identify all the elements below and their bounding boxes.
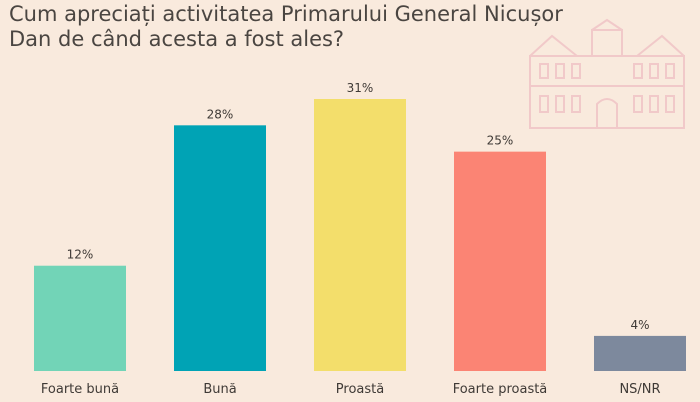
bar-1 xyxy=(174,125,266,372)
bar-4 xyxy=(594,335,686,371)
value-label-3: 25% xyxy=(487,134,514,148)
value-label-2: 31% xyxy=(347,81,374,95)
category-label-4: NS/NR xyxy=(619,382,660,397)
city-hall-watermark-icon xyxy=(529,18,685,129)
value-label-1: 28% xyxy=(207,107,234,121)
bar-3 xyxy=(454,151,546,371)
category-label-2: Proastă xyxy=(336,382,384,397)
category-label-3: Foarte proastă xyxy=(453,382,548,397)
chart-title: Cum apreciați activitatea Primarului Gen… xyxy=(9,2,563,51)
value-label-0: 12% xyxy=(67,248,94,262)
bar-0 xyxy=(34,265,126,371)
category-label-0: Foarte bună xyxy=(41,382,119,397)
bar-2 xyxy=(314,99,406,371)
category-label-1: Bună xyxy=(203,382,236,397)
value-label-4: 4% xyxy=(630,318,649,332)
